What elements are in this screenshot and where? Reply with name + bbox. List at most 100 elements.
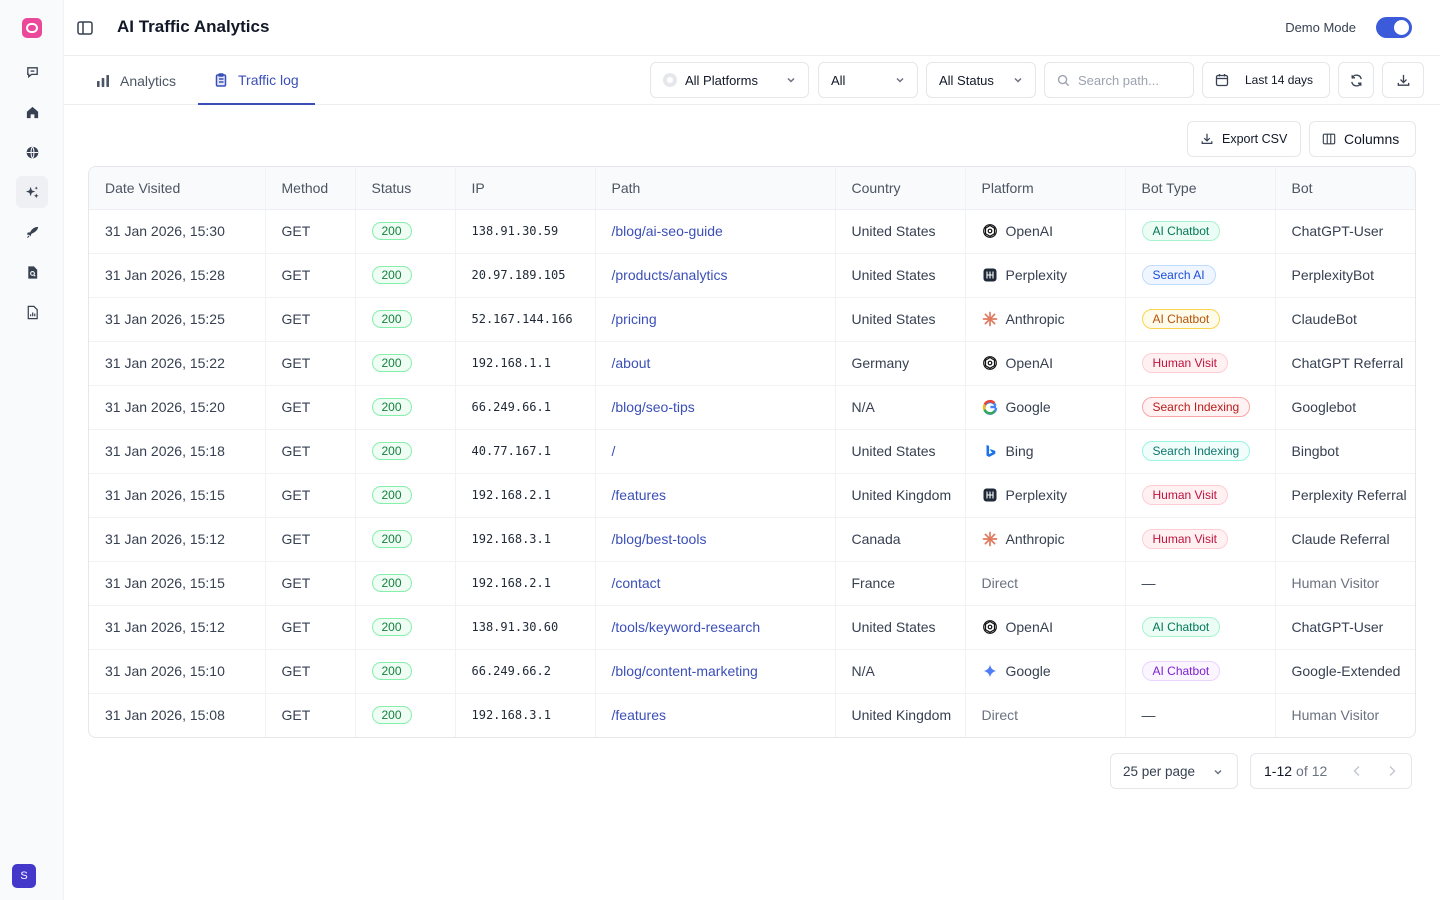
cell-path-link[interactable]: /blog/ai-seo-guide bbox=[595, 209, 836, 254]
table-row[interactable]: 31 Jan 2026, 15:08 GET 200 192.168.3.1/feat… bbox=[89, 693, 1415, 737]
clipboard-list-icon bbox=[215, 72, 227, 87]
table-row[interactable]: 31 Jan 2026, 15:25 GET 200 52.167.144.166/p… bbox=[89, 297, 1415, 342]
cell-path-link[interactable]: /features bbox=[595, 693, 836, 737]
status-select[interactable]: All Status bbox=[926, 62, 1036, 98]
bot-type-badge: AI Chatbot bbox=[1141, 661, 1221, 681]
cell-bot-type: — bbox=[1125, 693, 1276, 737]
sidebar-item-chat[interactable] bbox=[16, 56, 48, 88]
status-badge: 200 bbox=[371, 222, 412, 240]
cell-status: 200 bbox=[355, 209, 456, 254]
cell-date-visited: 31 Jan 2026, 15:20 bbox=[89, 385, 266, 430]
document-chart-icon bbox=[25, 305, 40, 320]
cell-path-link[interactable]: /contact bbox=[595, 561, 836, 606]
refresh-button[interactable] bbox=[1338, 62, 1374, 98]
cell-method: GET bbox=[265, 649, 356, 694]
cell-path-link[interactable]: /blog/seo-tips bbox=[595, 385, 836, 430]
column-header-bot[interactable]: Bot bbox=[1275, 167, 1415, 210]
cell-path-link[interactable]: /features bbox=[595, 473, 836, 518]
cell-path-link[interactable]: /products/analytics bbox=[595, 253, 836, 298]
cell-path-link[interactable]: /pricing bbox=[595, 297, 836, 342]
cell-country: Canada bbox=[835, 517, 966, 562]
table-row[interactable]: 31 Jan 2026, 15:20 GET 200 66.249.66.1/blog… bbox=[89, 385, 1415, 430]
cell-date-visited: 31 Jan 2026, 15:18 bbox=[89, 429, 266, 474]
chevron-right-icon[interactable] bbox=[1384, 763, 1400, 779]
per-page-select[interactable]: 25 per page bbox=[1110, 753, 1238, 789]
cell-country: N/A bbox=[835, 385, 966, 430]
bot-type-badge: Search AI bbox=[1141, 265, 1216, 285]
cell-bot: ChatGPT Referral bbox=[1275, 341, 1415, 386]
date-range-picker[interactable]: Last 14 days bbox=[1202, 62, 1330, 98]
cell-path-link[interactable]: /blog/content-marketing bbox=[595, 649, 836, 694]
cell-method: GET bbox=[265, 385, 356, 430]
page-of-label: of bbox=[1296, 763, 1308, 779]
demo-mode-toggle[interactable] bbox=[1376, 17, 1412, 38]
cell-date-visited: 31 Jan 2026, 15:25 bbox=[89, 297, 266, 342]
sidebar: S bbox=[0, 0, 64, 900]
sidebar-item-rocket[interactable] bbox=[16, 216, 48, 248]
cell-method: GET bbox=[265, 517, 356, 562]
cell-path-link[interactable]: /about bbox=[595, 341, 836, 386]
avatar[interactable]: S bbox=[12, 864, 36, 888]
cell-country: United Kingdom bbox=[835, 693, 966, 737]
sidebar-item-home[interactable] bbox=[16, 96, 48, 128]
column-header-platform[interactable]: Platform bbox=[965, 167, 1126, 210]
cell-ip: 192.168.1.1 bbox=[455, 341, 596, 386]
column-header-method[interactable]: Method bbox=[265, 167, 356, 210]
table-row[interactable]: 31 Jan 2026, 15:12 GET 200 192.168.3.1/blog… bbox=[89, 517, 1415, 562]
app-logo[interactable] bbox=[22, 18, 42, 38]
table-row[interactable]: 31 Jan 2026, 15:18 GET 200 40.77.167.1/Unit… bbox=[89, 429, 1415, 474]
perplexity-icon bbox=[982, 267, 998, 283]
download-button[interactable] bbox=[1382, 62, 1424, 98]
column-header-path[interactable]: Path bbox=[595, 167, 836, 210]
sidebar-item-globe[interactable] bbox=[16, 136, 48, 168]
bot-type-empty: — bbox=[1141, 575, 1156, 591]
sidebar-item-document-chart[interactable] bbox=[16, 296, 48, 328]
column-header-date-visited[interactable]: Date Visited bbox=[89, 167, 266, 210]
cell-path-link[interactable]: /tools/keyword-research bbox=[595, 605, 836, 650]
tab-analytics[interactable]: Analytics bbox=[96, 56, 176, 105]
platform-select[interactable]: All Platforms bbox=[650, 62, 809, 98]
column-header-status[interactable]: Status bbox=[355, 167, 456, 210]
status-badge: 200 bbox=[371, 530, 412, 548]
chevron-down-icon bbox=[1014, 77, 1022, 83]
chevron-left-icon[interactable] bbox=[1349, 763, 1365, 779]
panel-toggle-icon[interactable] bbox=[76, 19, 94, 37]
tab-traffic-log[interactable]: Traffic log bbox=[198, 56, 315, 105]
platform-label: Google bbox=[1005, 399, 1051, 415]
cell-ip: 40.77.167.1 bbox=[455, 429, 596, 474]
page-title: AI Traffic Analytics bbox=[117, 17, 270, 36]
table-row[interactable]: 31 Jan 2026, 15:15 GET 200 192.168.2.1/feat… bbox=[89, 473, 1415, 518]
platform-label: Perplexity bbox=[1005, 267, 1067, 283]
cell-date-visited: 31 Jan 2026, 15:12 bbox=[89, 517, 266, 562]
method-select[interactable]: All bbox=[818, 62, 918, 98]
sidebar-item-sparkles[interactable] bbox=[16, 176, 48, 208]
cell-platform: Direct bbox=[965, 561, 1126, 606]
cell-method: GET bbox=[265, 341, 356, 386]
table-row[interactable]: 31 Jan 2026, 15:22 GET 200 192.168.1.1/abou… bbox=[89, 341, 1415, 386]
pagination: 1-12 of 12 bbox=[1250, 753, 1412, 789]
search-input[interactable]: Search path... bbox=[1044, 62, 1194, 98]
export-csv-button[interactable]: Export CSV bbox=[1187, 121, 1301, 157]
cell-method: GET bbox=[265, 429, 356, 474]
cell-status: 200 bbox=[355, 605, 456, 650]
cell-path-link[interactable]: / bbox=[595, 429, 836, 474]
cell-path-link[interactable]: /blog/best-tools bbox=[595, 517, 836, 562]
column-header-ip[interactable]: IP bbox=[455, 167, 596, 210]
columns-button[interactable]: Columns bbox=[1309, 121, 1416, 157]
table-row[interactable]: 31 Jan 2026, 15:15 GET 200 192.168.2.1/cont… bbox=[89, 561, 1415, 606]
table-row[interactable]: 31 Jan 2026, 15:12 GET 200 138.91.30.60/too… bbox=[89, 605, 1415, 650]
table-row[interactable]: 31 Jan 2026, 15:30 GET 200 138.91.30.59/blo… bbox=[89, 209, 1415, 254]
platform-label: Perplexity bbox=[1005, 487, 1067, 503]
table-row[interactable]: 31 Jan 2026, 15:28 GET 200 20.97.189.105/pr… bbox=[89, 253, 1415, 298]
cell-status: 200 bbox=[355, 517, 456, 562]
table-row[interactable]: 31 Jan 2026, 15:10 GET 200 66.249.66.2/blog… bbox=[89, 649, 1415, 694]
cell-status: 200 bbox=[355, 649, 456, 694]
column-header-bot-type[interactable]: Bot Type bbox=[1125, 167, 1276, 210]
platform-label: OpenAI bbox=[1005, 355, 1053, 371]
column-header-country[interactable]: Country bbox=[835, 167, 966, 210]
cell-method: GET bbox=[265, 473, 356, 518]
tab-analytics-label: Analytics bbox=[120, 72, 177, 89]
download-icon bbox=[1397, 74, 1409, 86]
gemini-icon bbox=[982, 663, 998, 679]
sidebar-item-document-search[interactable] bbox=[16, 256, 48, 288]
